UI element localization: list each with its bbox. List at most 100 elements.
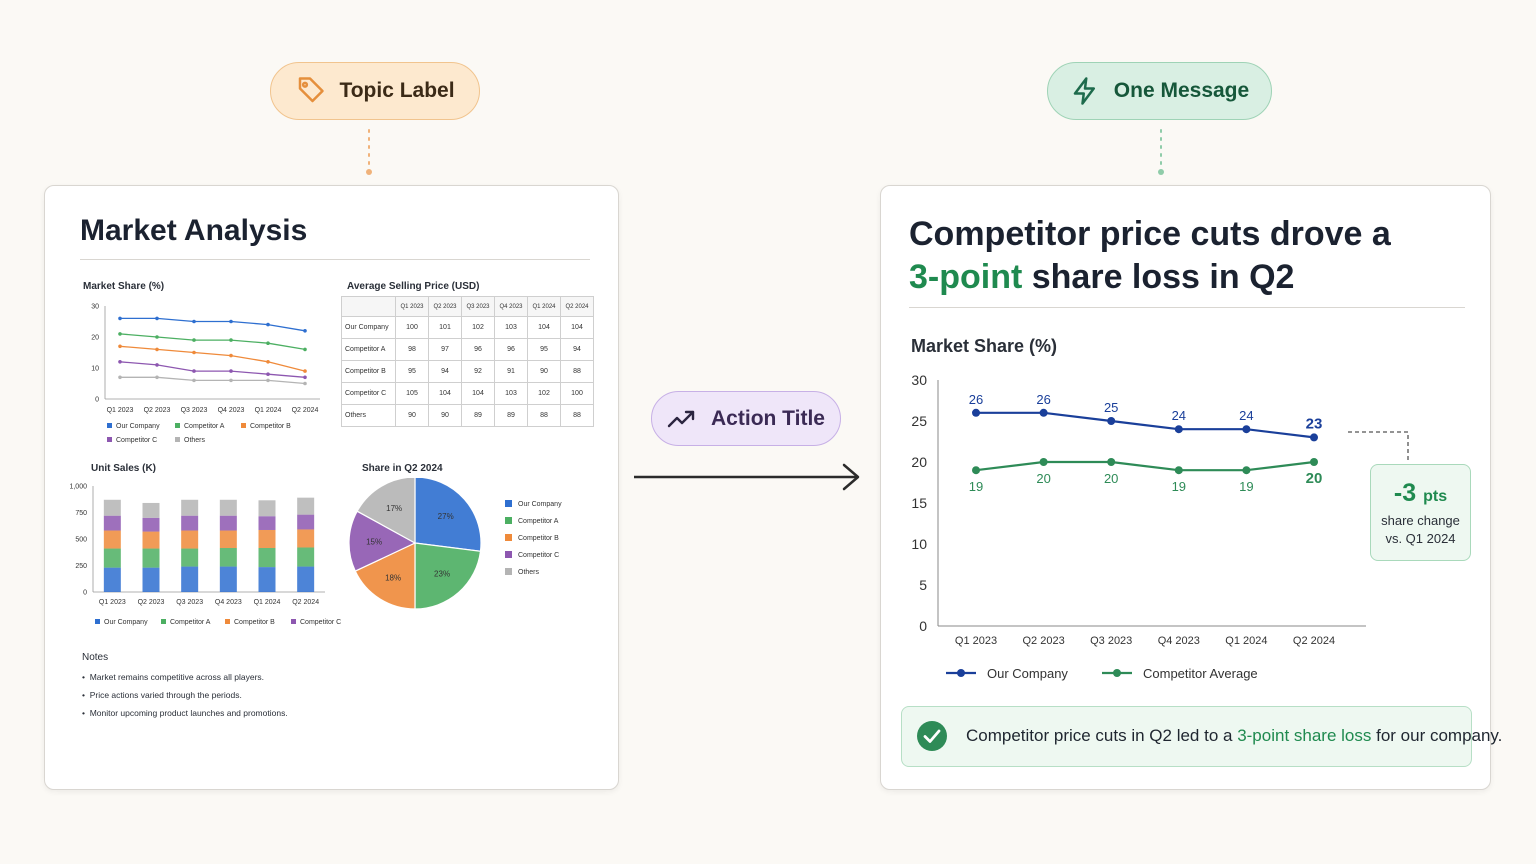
bar-segment <box>219 530 237 549</box>
legend-swatch <box>505 551 512 558</box>
legend-label: Competitor C <box>300 619 341 626</box>
data-point <box>192 378 196 383</box>
y-tick-label: 500 <box>75 537 87 544</box>
legend-swatch <box>107 437 112 442</box>
legend-label: Our Company <box>518 501 562 508</box>
table-row: Competitor A 98 97 96 96 95 94 <box>341 338 594 361</box>
y-tick-label: 0 <box>83 590 87 597</box>
table-cell: 105 <box>395 382 429 405</box>
slice-label: 17% <box>386 504 402 513</box>
data-point <box>303 375 307 380</box>
data-point <box>1174 425 1183 434</box>
title-highlight: 3-point <box>909 258 1023 296</box>
trend-up-icon <box>667 410 695 427</box>
table-cell: 102 <box>461 316 495 339</box>
bar-segment <box>142 567 160 592</box>
market-share-line-chart: 0 10 20 30 Q1 2023 Q2 2023 Q3 2023 Q4 2023 Q1 20… <box>91 304 320 444</box>
data-point <box>266 341 270 345</box>
check-circle-icon <box>917 721 947 751</box>
data-point <box>1310 433 1318 442</box>
data-point <box>118 344 122 349</box>
table-cell: 101 <box>428 316 462 339</box>
data-point <box>1242 425 1251 434</box>
series-line <box>119 361 306 378</box>
y-tick-label: 10 <box>911 536 927 552</box>
bar-segment <box>181 499 199 516</box>
asp-table-title: Average Selling Price (USD) <box>347 281 480 292</box>
table-cell: 96 <box>494 338 528 361</box>
table-cell: 88 <box>560 360 594 383</box>
bar-segment <box>181 515 199 531</box>
data-point <box>1039 408 1048 417</box>
data-point <box>155 316 159 321</box>
message-connector <box>1158 129 1164 175</box>
row-label: Our Company <box>341 316 396 339</box>
bar-segment <box>142 517 160 532</box>
data-label: 19 <box>969 479 983 494</box>
legend-swatch <box>95 619 100 624</box>
note-item: • Price actions varied through the perio… <box>82 690 242 700</box>
series-line <box>975 460 1315 472</box>
bar-segment <box>219 499 237 516</box>
x-tick-label: Q1 2023 <box>99 599 126 606</box>
y-tick-label: 0 <box>95 397 99 404</box>
data-point <box>266 322 270 327</box>
table-cell: 94 <box>428 360 462 383</box>
table-cell: 96 <box>461 338 495 361</box>
market-share-trend-chart: 0 5 10 15 20 25 30 Q1 2023 Q2 2023 Q3 2023 Q4 2023… <box>911 372 1366 681</box>
data-point <box>192 338 196 342</box>
legend-label: Competitor C <box>116 437 157 444</box>
data-point <box>229 338 233 342</box>
data-point <box>266 378 270 383</box>
pie-slice <box>414 478 482 552</box>
data-label: 19 <box>1239 479 1253 494</box>
table-row: Others 90 90 89 89 88 88 <box>341 404 594 427</box>
legend-label: Our Company <box>987 666 1068 681</box>
one-message-text: One Message <box>1113 79 1250 102</box>
y-tick-label: 5 <box>919 577 927 593</box>
bar-segment <box>258 529 276 549</box>
data-label: 20 <box>1104 471 1118 486</box>
action-title: Competitor price cuts drove a 3-point sh… <box>909 215 1391 296</box>
bar-segment <box>103 567 121 592</box>
x-tick-label: Q4 2023 <box>1158 635 1200 647</box>
bar-segment <box>258 548 276 568</box>
row-label: Competitor A <box>341 338 396 361</box>
x-tick-label: Q2 2023 <box>1022 635 1064 647</box>
table-header: Q2 2023 <box>428 296 462 317</box>
badge-connector <box>1348 431 1409 462</box>
legend-swatch <box>225 619 230 624</box>
key-message-callout: Competitor price cuts in Q2 led to a 3-p… <box>901 706 1502 767</box>
table-cell: 95 <box>395 360 429 383</box>
slice-label: 18% <box>385 574 401 583</box>
y-tick-label: 250 <box>75 563 87 570</box>
x-tick-label: Q1 2024 <box>1225 635 1267 647</box>
bar-segment <box>297 547 315 567</box>
data-label: 25 <box>1104 400 1118 415</box>
legend-swatch <box>505 517 512 524</box>
table-cell: 104 <box>461 382 495 405</box>
data-point <box>118 360 122 364</box>
series-line <box>119 345 306 372</box>
table-cell: 95 <box>527 338 561 361</box>
data-point <box>192 369 196 373</box>
table-header: Q3 2023 <box>461 296 495 317</box>
table-cell: 104 <box>560 316 594 339</box>
table-cell: 89 <box>461 404 495 427</box>
notes-title: Notes <box>82 652 109 663</box>
topic-label-text: Topic Label <box>339 79 455 102</box>
table-cell: 89 <box>494 404 528 427</box>
data-point <box>192 319 196 324</box>
data-point <box>155 347 159 352</box>
table-row: Competitor B 95 94 92 91 90 88 <box>341 360 594 383</box>
data-point <box>192 350 196 355</box>
bar-segment <box>219 566 237 592</box>
series-line <box>120 376 306 385</box>
pie-slice <box>348 510 417 572</box>
legend-label: Others <box>184 437 206 444</box>
badge-value: -3 pts <box>1393 479 1448 507</box>
callout-highlight: 3-point share loss <box>1237 726 1372 745</box>
x-tick-label: Q3 2023 <box>181 407 208 414</box>
badge-caption: share change vs. Q1 2024 <box>1381 513 1460 546</box>
slice-label: 15% <box>366 538 382 547</box>
